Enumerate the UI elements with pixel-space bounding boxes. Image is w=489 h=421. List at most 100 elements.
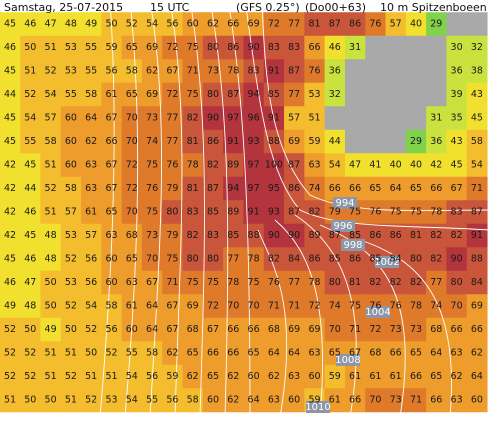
gust-cell [324, 317, 346, 342]
gust-value: 53 [65, 277, 77, 288]
gust-value: 61 [126, 301, 138, 312]
gust-value: 60 [308, 371, 320, 382]
gust-value: 54 [45, 89, 57, 100]
gust-cell [263, 294, 285, 319]
gust-cell [284, 12, 305, 37]
gust-cell [60, 223, 82, 248]
gust-value: 81 [410, 230, 422, 241]
gust-cell [60, 59, 82, 84]
gust-cell [81, 223, 102, 248]
gust-cell [162, 270, 184, 295]
gust-cell [243, 153, 265, 178]
gust-cell [304, 200, 326, 225]
gust-value: 54 [126, 371, 138, 382]
gust-value: 55 [146, 395, 158, 406]
gust-cell [426, 82, 447, 107]
gust-cell [202, 223, 224, 248]
gust-cell [284, 153, 305, 178]
gust-value: 67 [105, 183, 117, 194]
gust-cell [202, 200, 224, 225]
gust-cell [101, 153, 123, 178]
gust-cell [60, 341, 82, 366]
gust-cell [263, 35, 285, 60]
gust-value: 52 [4, 371, 16, 382]
gust-value: 64 [248, 395, 260, 406]
gust-value: 64 [288, 348, 300, 359]
gust-value: 59 [308, 395, 320, 406]
gust-value: 77 [288, 277, 300, 288]
gust-cell [466, 294, 488, 319]
gust-cell [0, 294, 21, 319]
gust-value: 58 [471, 136, 483, 147]
gust-value: 54 [126, 395, 138, 406]
gust-cell [20, 247, 41, 272]
gust-cell [324, 294, 346, 319]
gust-value: 55 [85, 66, 97, 77]
gust-value: 41 [369, 160, 381, 171]
gust-value: 56 [146, 371, 158, 382]
gust-value: 60 [105, 277, 117, 288]
gust-value: 36 [451, 66, 463, 77]
gust-cell [101, 82, 123, 107]
isobar-label: 1004 [365, 307, 390, 318]
gust-cell [243, 200, 265, 225]
gust-cell [20, 106, 41, 131]
gust-value: 82 [308, 207, 320, 218]
gust-cell [182, 200, 204, 225]
gust-value: 71 [166, 277, 178, 288]
gust-value: 70 [126, 136, 138, 147]
gust-cell [0, 317, 21, 342]
gust-cell [60, 153, 82, 178]
gust-value: 78 [430, 207, 442, 218]
gust-value: 85 [369, 254, 381, 265]
gust-cell [81, 317, 102, 342]
gust-cell [121, 364, 143, 389]
gust-value: 57 [45, 113, 57, 124]
gust-cell [243, 317, 265, 342]
gust-value: 66 [410, 371, 422, 382]
gust-value: 56 [166, 395, 178, 406]
gust-cell [365, 59, 387, 84]
gust-cell [344, 247, 366, 272]
gust-value: 66 [227, 324, 239, 335]
gust-cell [304, 35, 326, 60]
gust-cell [405, 82, 427, 107]
gust-value: 65 [430, 371, 442, 382]
gust-value: 54 [85, 301, 97, 312]
gust-value: 45 [4, 254, 16, 265]
gust-value: 51 [85, 371, 97, 382]
gust-value: 97 [248, 183, 260, 194]
gust-cell [101, 247, 123, 272]
gust-value: 82 [268, 254, 280, 265]
gust-value: 45 [451, 160, 463, 171]
gust-cell [466, 176, 488, 201]
gust-cell [466, 341, 488, 366]
gust-cell [223, 12, 244, 37]
isobar-label: 994 [335, 198, 354, 209]
gust-value: 75 [207, 277, 219, 288]
gust-value: 42 [4, 160, 16, 171]
gust-cell [0, 388, 21, 413]
gust-cell [182, 82, 204, 107]
gust-cell [344, 106, 366, 131]
gust-cell [344, 35, 366, 60]
gust-value: 39 [451, 89, 463, 100]
gust-cell [426, 200, 447, 225]
gust-cell [40, 364, 62, 389]
gust-cell [365, 12, 387, 37]
isobar-label-box [331, 220, 355, 232]
gust-value: 59 [308, 136, 320, 147]
gust-cell [182, 176, 204, 201]
gust-value: 63 [308, 160, 320, 171]
gust-cell [20, 364, 41, 389]
gust-cell [223, 223, 244, 248]
gust-cell [60, 364, 82, 389]
gust-cell [466, 82, 488, 107]
gust-value: 85 [268, 89, 280, 100]
gust-cell [40, 35, 62, 60]
gust-value: 56 [105, 324, 117, 335]
gust-cell [0, 59, 21, 84]
gust-cell [405, 35, 427, 60]
gust-cell [365, 223, 387, 248]
gust-cell [60, 317, 82, 342]
